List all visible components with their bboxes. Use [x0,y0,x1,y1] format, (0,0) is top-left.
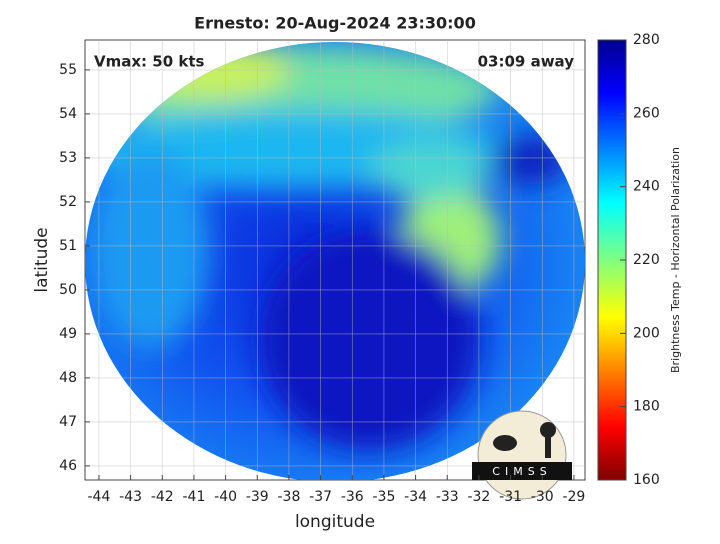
x-tick-label: -44 [87,489,110,505]
chart-title: Ernesto: 20-Aug-2024 23:30:00 [194,14,476,33]
y-tick-label: 54 [59,106,77,122]
x-tick-label: -37 [309,489,332,505]
annotation: Vmax: 50 kts [94,53,204,71]
satellite-image [85,42,585,480]
x-tick-label: -33 [436,489,459,505]
grid [85,40,585,480]
x-tick-label: -31 [499,489,522,505]
logo-text: CIMSS [492,465,551,478]
x-tick-label: -34 [404,489,427,505]
y-tick-label: 50 [59,282,77,298]
colorbar-label: Brightness Temp - Horizontal Polarizatio… [669,147,682,373]
y-tick-label: 51 [59,238,77,254]
x-tick-label: -30 [531,489,554,505]
x-tick-label: -42 [151,489,174,505]
y-tick-label: 46 [59,458,77,474]
colorbar-tick-label: 200 [633,325,660,341]
colorbar-tick-label: 220 [633,252,660,268]
x-tick-label: -43 [119,489,142,505]
colorbar-tick-label: 240 [633,179,660,195]
logo: CIMSS [472,410,572,500]
colorbar-tick-label: 180 [633,399,660,415]
x-tick-label: -29 [562,489,585,505]
x-tick-label: -35 [372,489,395,505]
x-tick-label: -41 [182,489,205,505]
y-tick-label: 49 [59,326,77,342]
y-tick-label: 47 [59,414,77,430]
y-tick-label: 53 [59,150,77,166]
colorbar-tick-label: 260 [633,105,660,121]
y-tick-label: 52 [59,194,77,210]
x-axis-label: longitude [295,512,375,532]
y-tick-label: 55 [59,62,77,78]
colorbar-tick-label: 160 [633,472,660,488]
x-tick-label: -32 [467,489,490,505]
x-tick-label: -40 [214,489,237,505]
annotation: 03:09 away [478,53,575,71]
x-tick-label: -39 [246,489,269,505]
x-tick-label: -38 [277,489,300,505]
y-axis-label: latitude [32,227,52,292]
y-tick-label: 48 [59,370,77,386]
x-tick-label: -36 [341,489,364,505]
colorbar-tick-label: 280 [633,32,660,48]
